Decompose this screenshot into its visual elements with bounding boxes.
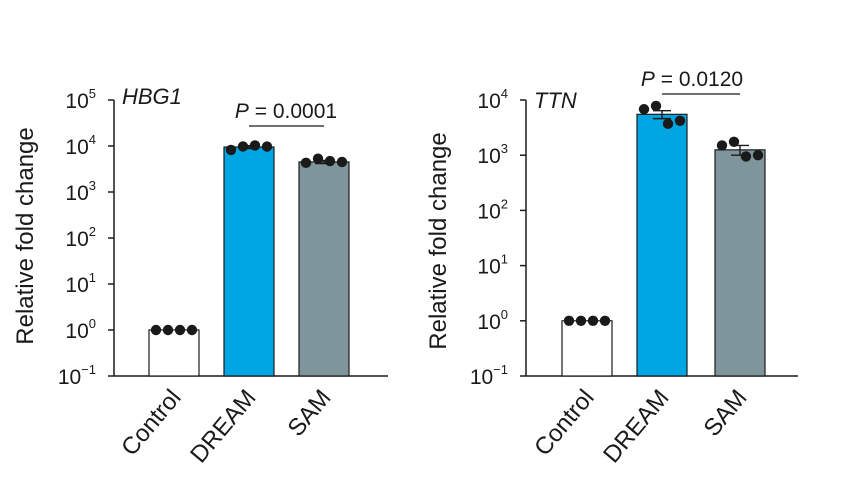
data-point [150,324,162,336]
bar-control [561,320,613,377]
y-tick-label: 101 [65,270,96,297]
category-label: DREAM [598,385,674,469]
bars [148,146,350,377]
data-point [336,156,348,168]
data-point [716,140,728,151]
p-value-annotation: P = 0.0001 [235,100,337,127]
data-point [650,100,662,112]
p-value-label: P = 0.0120 [641,68,743,91]
data-points [150,140,348,336]
category-label: SAM [282,385,336,442]
y-tick-label: 100 [477,307,508,334]
data-point [162,324,174,336]
y-tick-label: 100 [65,316,96,343]
p-value-annotation: P = 0.0120 [641,68,743,95]
y-tick-label: 10−1 [470,362,508,389]
y-tick-label: 10−1 [58,362,96,389]
data-point [324,155,336,167]
bar-dream [223,146,275,377]
y-tick-label: 102 [477,196,508,223]
data-point [563,315,575,326]
y-tick-label: 105 [65,86,96,113]
data-point [225,144,237,156]
bar-sam [298,161,350,377]
bar-sam [714,149,766,377]
y-tick-label: 104 [65,132,96,159]
data-point [174,324,186,336]
y-tick-label: 102 [65,224,96,251]
y-tick-label: 104 [477,86,508,113]
data-point [638,104,650,115]
data-point [312,153,324,164]
category-label: Control [116,385,186,462]
y-tick-label: 103 [65,178,96,205]
y-ticks: 10−1 100 101 102 103 104 105 [58,86,114,389]
category-label: DREAM [185,385,261,469]
y-tick-label: 101 [477,252,508,279]
data-point [740,151,752,162]
data-point [662,118,674,130]
data-point [237,141,249,152]
y-ticks: 10−1 100 101 102 103 104 [470,86,526,389]
data-point [300,157,312,169]
bars [561,113,766,377]
data-point [674,115,686,126]
data-point [575,315,587,326]
data-point [249,140,261,151]
y-axis-label: Relative fold change [12,127,39,344]
chart-title: HBG1 [122,84,182,109]
data-point [261,141,273,152]
y-axis-label: Relative fold change [425,132,452,349]
chart-panel-ttn: Relative fold change TTN 10−110010110210… [425,68,798,468]
y-tick-label: 103 [477,141,508,168]
data-point [587,315,599,326]
chart-panel-hbg1: Relative fold change HBG1 10−11001011021… [12,84,388,468]
data-point [728,136,740,147]
data-point [599,315,611,326]
category-label: SAM [698,385,752,442]
bar-dream [636,113,688,377]
chart-title: TTN [534,88,577,113]
category-label: Control [529,385,599,462]
bar-control [148,329,200,377]
p-value-label: P = 0.0001 [235,100,337,123]
data-point [186,324,198,336]
data-points [563,100,764,326]
data-point [752,150,764,161]
